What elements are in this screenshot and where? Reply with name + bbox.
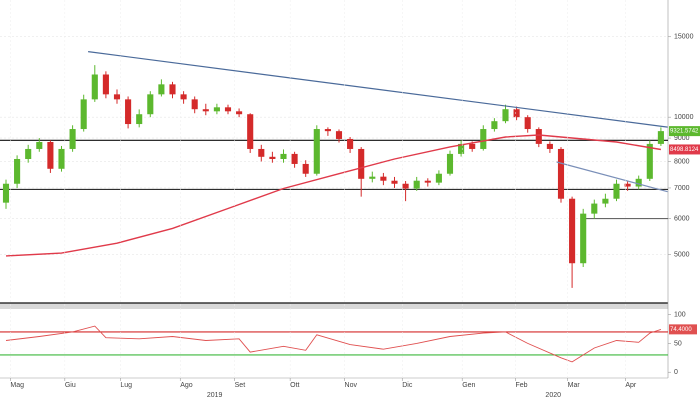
candle-body xyxy=(258,148,265,157)
y-tick-label: 9000 xyxy=(674,135,690,142)
x-tick-label: Nov xyxy=(345,382,358,389)
candle-body xyxy=(469,143,476,149)
candle-body xyxy=(347,138,354,149)
candle-body xyxy=(535,129,542,144)
candle-body xyxy=(435,173,442,183)
candle-body xyxy=(557,148,565,199)
candle-body xyxy=(25,148,32,159)
candle-body xyxy=(657,131,664,144)
candle-body xyxy=(169,84,176,95)
candle-body xyxy=(369,176,376,179)
candle-body xyxy=(624,183,631,187)
candle-body xyxy=(191,99,198,110)
candle-body xyxy=(335,131,343,139)
candle-body xyxy=(591,203,598,214)
candle-body xyxy=(202,109,209,112)
y-tick-label: 5000 xyxy=(674,252,690,259)
candle-body xyxy=(513,109,520,118)
moving-average xyxy=(5,134,662,257)
candle-body xyxy=(580,213,587,264)
candle-body xyxy=(147,94,154,115)
y-tick-label: 10000 xyxy=(674,114,694,121)
candle-body xyxy=(125,99,132,125)
x-tick-label: Feb xyxy=(515,382,527,389)
candle-body xyxy=(446,153,454,174)
candle-body xyxy=(480,129,487,149)
x-tick-label: Mar xyxy=(568,382,581,389)
candle-body xyxy=(380,176,387,181)
candle-body xyxy=(502,109,509,122)
value-tag-box xyxy=(669,324,697,335)
candle-body xyxy=(491,121,498,130)
trend-line xyxy=(88,51,668,128)
x-tick-label: Apr xyxy=(625,382,637,389)
candle-body xyxy=(136,114,143,125)
rsi-line xyxy=(5,325,662,363)
candle-body xyxy=(158,84,165,95)
y-tick-label: 8000 xyxy=(674,158,690,165)
x-tick-label: Mag xyxy=(10,382,24,389)
candle-body xyxy=(524,117,531,130)
candle-body xyxy=(80,99,87,130)
x-tick-label: Ago xyxy=(180,382,193,389)
y-tick-label: 7000 xyxy=(674,185,690,192)
candle-body xyxy=(302,163,309,174)
candle-body xyxy=(69,129,76,149)
candle-body xyxy=(546,143,553,149)
candle-body xyxy=(236,111,243,115)
x-tick-label: Lug xyxy=(120,382,132,389)
y-tick-label: 0 xyxy=(674,369,678,376)
candle-body xyxy=(213,107,220,112)
candle-body xyxy=(180,94,187,100)
year-label: 2020 xyxy=(545,392,561,399)
candle-body xyxy=(402,183,409,189)
panel-separator xyxy=(0,303,668,309)
candle-body xyxy=(358,148,365,179)
x-tick-label: Ott xyxy=(290,382,299,389)
candle-body xyxy=(413,180,420,189)
candle-body xyxy=(280,153,287,159)
candle-body xyxy=(2,183,10,203)
candle-body xyxy=(391,180,398,184)
year-label: 2019 xyxy=(207,392,223,399)
x-tick-label: Giu xyxy=(65,382,76,389)
candle-body xyxy=(91,74,98,100)
candle-body xyxy=(613,183,620,199)
trend-line xyxy=(556,161,668,193)
candle-body xyxy=(569,198,576,264)
candle-body xyxy=(36,141,43,149)
candle-body xyxy=(313,129,320,174)
candle-body xyxy=(458,143,465,154)
value-label: 74.4000 xyxy=(670,327,692,333)
candle-body xyxy=(291,153,298,164)
candle-body xyxy=(646,143,653,179)
price-tag: 8498.8124 xyxy=(670,147,699,153)
x-tick-label: Set xyxy=(235,382,246,389)
candle-body xyxy=(269,156,276,159)
candle-body xyxy=(102,74,109,95)
candle-body xyxy=(635,178,642,187)
candle-body xyxy=(324,129,331,132)
candle-body xyxy=(247,114,254,149)
candle-body xyxy=(424,180,431,183)
candle-body xyxy=(602,198,609,204)
candle-body xyxy=(58,148,65,169)
price-tag-box xyxy=(669,144,700,155)
y-tick-label: 6000 xyxy=(674,215,690,222)
candle-body xyxy=(14,158,21,184)
price-tag-box xyxy=(669,126,700,137)
price-tag: 9321.5742 xyxy=(670,129,699,135)
y-tick-label: 15000 xyxy=(674,34,694,41)
x-tick-label: Dic xyxy=(402,382,413,389)
x-tick-label: Gen xyxy=(462,382,475,389)
candle-body xyxy=(113,94,121,100)
candle-body xyxy=(47,141,54,169)
y-tick-label: 100 xyxy=(674,311,686,318)
candle-body xyxy=(224,107,232,112)
y-tick-label: 50 xyxy=(674,340,682,347)
